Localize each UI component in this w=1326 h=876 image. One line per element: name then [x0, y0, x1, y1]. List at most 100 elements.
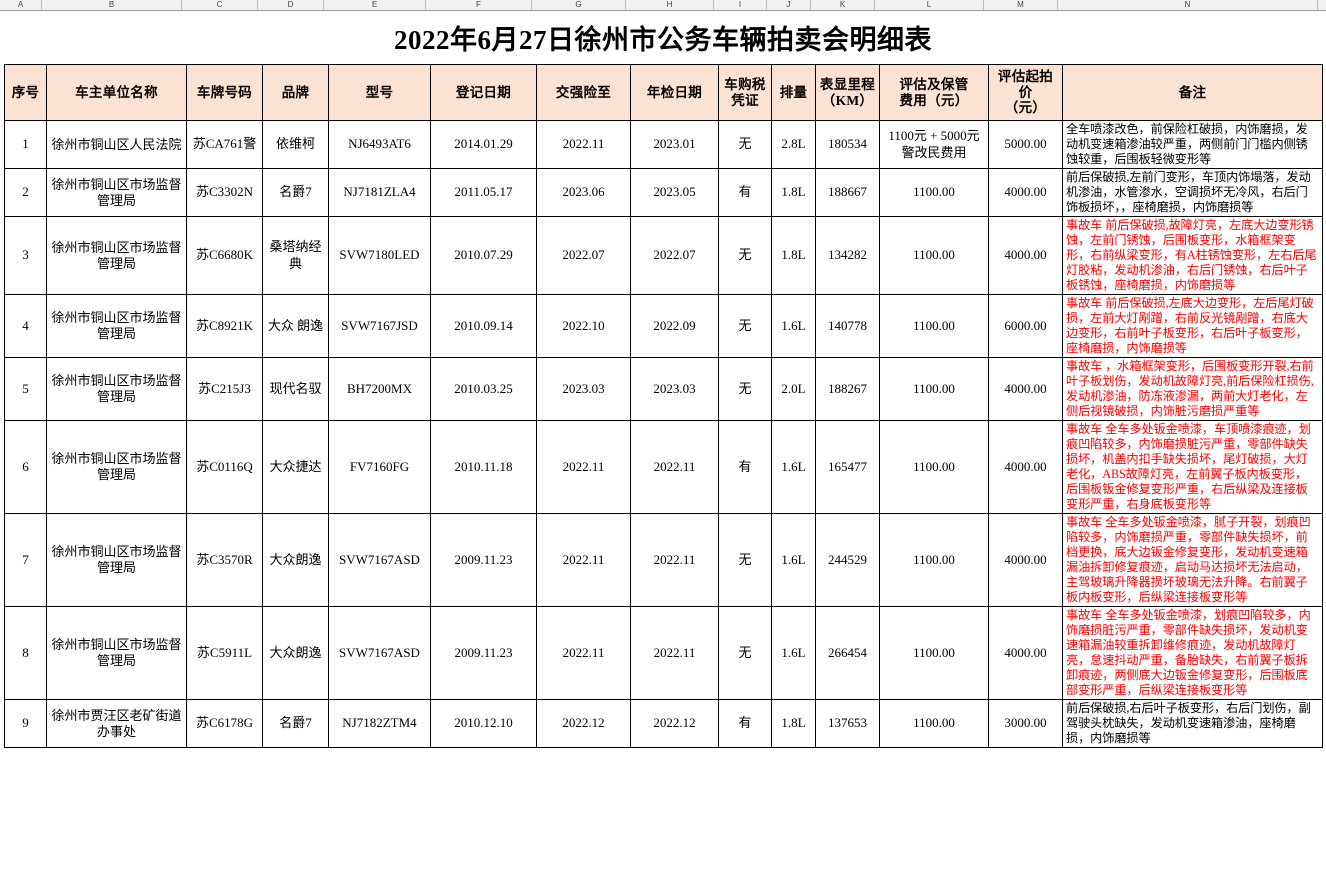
cell-brand[interactable]: 桑塔纳经典 — [262, 216, 329, 295]
cell-displacement[interactable]: 1.6L — [771, 513, 816, 607]
cell-plate[interactable]: 苏C5911L — [186, 606, 263, 700]
cell-insurance-until[interactable]: 2023.06 — [536, 168, 631, 217]
cell-tax-cert[interactable]: 有 — [718, 699, 772, 748]
column-header-j[interactable]: J — [767, 0, 811, 10]
cell-model[interactable]: SVW7167ASD — [328, 513, 431, 607]
table-row[interactable]: 4 徐州市铜山区市场监督管理局 苏C8921K 大众 朗逸 SVW7167JSD 2010… — [4, 294, 1323, 358]
cell-owner[interactable]: 徐州市铜山区人民法院 — [46, 120, 187, 169]
cell-fee[interactable]: 1100.00 — [879, 699, 989, 748]
table-row[interactable]: 5 徐州市铜山区市场监督管理局 苏C215J3 现代名驭 BH7200MX 2010.03… — [4, 357, 1323, 421]
table-row[interactable]: 7 徐州市铜山区市场监督管理局 苏C3570R 大众朗逸 SVW7167ASD 2009.… — [4, 513, 1323, 607]
cell-start-price[interactable]: 4000.00 — [988, 420, 1063, 514]
column-header-e[interactable]: E — [324, 0, 426, 10]
cell-plate[interactable]: 苏C0116Q — [186, 420, 263, 514]
cell-model[interactable]: NJ7182ZTM4 — [328, 699, 431, 748]
cell-owner[interactable]: 徐州市铜山区市场监督管理局 — [46, 420, 187, 514]
cell-tax-cert[interactable]: 无 — [718, 357, 772, 421]
cell-reg-date[interactable]: 2009.11.23 — [430, 606, 537, 700]
cell-reg-date[interactable]: 2009.11.23 — [430, 513, 537, 607]
cell-displacement[interactable]: 2.0L — [771, 357, 816, 421]
cell-remark[interactable]: 事故车 全车多处钣金喷漆，车顶喷漆痕迹，划痕凹陷较多，内饰磨损脏污严重，零部件缺… — [1062, 420, 1323, 514]
cell-plate[interactable]: 苏C8921K — [186, 294, 263, 358]
cell-owner[interactable]: 徐州市铜山区市场监督管理局 — [46, 168, 187, 217]
cell-start-price[interactable]: 4000.00 — [988, 606, 1063, 700]
cell-plate[interactable]: 苏C3570R — [186, 513, 263, 607]
cell-plate[interactable]: 苏CA761警 — [186, 120, 263, 169]
cell-start-price[interactable]: 4000.00 — [988, 168, 1063, 217]
column-header-l[interactable]: L — [875, 0, 984, 10]
cell-plate[interactable]: 苏C6680K — [186, 216, 263, 295]
cell-mileage[interactable]: 140778 — [815, 294, 880, 358]
cell-fee[interactable]: 1100.00 — [879, 168, 989, 217]
cell-plate[interactable]: 苏C6178G — [186, 699, 263, 748]
cell-fee[interactable]: 1100.00 — [879, 606, 989, 700]
cell-brand[interactable]: 大众朗逸 — [262, 513, 329, 607]
cell-reg-date[interactable]: 2010.09.14 — [430, 294, 537, 358]
cell-brand[interactable]: 名爵7 — [262, 699, 329, 748]
cell-reg-date[interactable]: 2011.05.17 — [430, 168, 537, 217]
cell-fee[interactable]: 1100.00 — [879, 357, 989, 421]
cell-fee[interactable]: 1100元 + 5000元警改民费用 — [879, 120, 989, 169]
cell-fee[interactable]: 1100.00 — [879, 513, 989, 607]
cell-fee[interactable]: 1100.00 — [879, 216, 989, 295]
cell-mileage[interactable]: 180534 — [815, 120, 880, 169]
cell-owner[interactable]: 徐州市铜山区市场监督管理局 — [46, 294, 187, 358]
cell-brand[interactable]: 大众 朗逸 — [262, 294, 329, 358]
cell-tax-cert[interactable]: 无 — [718, 216, 772, 295]
cell-remark[interactable]: 事故车 ，水箱框架变形，后围板变形开裂,右前叶子板划伤，发动机故障灯亮,前后保险… — [1062, 357, 1323, 421]
table-row[interactable]: 6 徐州市铜山区市场监督管理局 苏C0116Q 大众捷达 FV7160FG 2010.11… — [4, 420, 1323, 514]
cell-inspection-date[interactable]: 2023.05 — [630, 168, 719, 217]
cell-displacement[interactable]: 1.6L — [771, 606, 816, 700]
cell-displacement[interactable]: 1.8L — [771, 216, 816, 295]
column-header-c[interactable]: C — [182, 0, 258, 10]
cell-fee[interactable]: 1100.00 — [879, 294, 989, 358]
cell-owner[interactable]: 徐州市铜山区市场监督管理局 — [46, 357, 187, 421]
cell-remark[interactable]: 事故车 前后保破损,故障灯亮，左底大边变形锈蚀，左前门锈蚀，后围板变形，水箱框架… — [1062, 216, 1323, 295]
cell-brand[interactable]: 大众捷达 — [262, 420, 329, 514]
column-header-d[interactable]: D — [258, 0, 324, 10]
cell-displacement[interactable]: 1.8L — [771, 699, 816, 748]
cell-reg-date[interactable]: 2010.07.29 — [430, 216, 537, 295]
cell-inspection-date[interactable]: 2023.01 — [630, 120, 719, 169]
cell-model[interactable]: NJ6493AT6 — [328, 120, 431, 169]
table-row[interactable]: 9 徐州市贾汪区老矿街道办事处 苏C6178G 名爵7 NJ7182ZTM4 2010.1… — [4, 699, 1323, 748]
cell-insurance-until[interactable]: 2023.03 — [536, 357, 631, 421]
cell-insurance-until[interactable]: 2022.10 — [536, 294, 631, 358]
cell-insurance-until[interactable]: 2022.11 — [536, 513, 631, 607]
column-header-k[interactable]: K — [811, 0, 875, 10]
cell-fee[interactable]: 1100.00 — [879, 420, 989, 514]
cell-owner[interactable]: 徐州市铜山区市场监督管理局 — [46, 513, 187, 607]
column-header-i[interactable]: I — [714, 0, 767, 10]
cell-start-price[interactable]: 4000.00 — [988, 513, 1063, 607]
table-row[interactable]: 8 徐州市铜山区市场监督管理局 苏C5911L 大众朗逸 SVW7167ASD 2009.… — [4, 606, 1323, 700]
cell-insurance-until[interactable]: 2022.07 — [536, 216, 631, 295]
cell-tax-cert[interactable]: 无 — [718, 120, 772, 169]
cell-displacement[interactable]: 2.8L — [771, 120, 816, 169]
cell-remark[interactable]: 全车喷漆改色，前保险杠破损，内饰磨损，发动机变速箱渗油较严重，两侧前门门槛内侧锈… — [1062, 120, 1323, 169]
cell-mileage[interactable]: 188667 — [815, 168, 880, 217]
cell-seq[interactable]: 7 — [4, 513, 47, 607]
cell-model[interactable]: SVW7180LED — [328, 216, 431, 295]
cell-seq[interactable]: 2 — [4, 168, 47, 217]
cell-model[interactable]: SVW7167ASD — [328, 606, 431, 700]
cell-start-price[interactable]: 3000.00 — [988, 699, 1063, 748]
column-header-m[interactable]: M — [984, 0, 1058, 10]
cell-owner[interactable]: 徐州市铜山区市场监督管理局 — [46, 606, 187, 700]
cell-tax-cert[interactable]: 有 — [718, 168, 772, 217]
cell-tax-cert[interactable]: 无 — [718, 606, 772, 700]
cell-model[interactable]: SVW7167JSD — [328, 294, 431, 358]
cell-displacement[interactable]: 1.6L — [771, 420, 816, 514]
cell-insurance-until[interactable]: 2022.11 — [536, 120, 631, 169]
cell-reg-date[interactable]: 2010.03.25 — [430, 357, 537, 421]
cell-remark[interactable]: 事故车 全车多处钣金喷漆，划痕凹陷较多，内饰磨损脏污严重，零部件缺失损坏，发动机… — [1062, 606, 1323, 700]
cell-plate[interactable]: 苏C215J3 — [186, 357, 263, 421]
cell-remark[interactable]: 事故车 前后保破损,左底大边变形，左后尾灯破损，左前大灯剐蹭，右前反光镜剐蹭，右… — [1062, 294, 1323, 358]
cell-model[interactable]: FV7160FG — [328, 420, 431, 514]
cell-remark[interactable]: 前后保破损,右后叶子板变形，右后门划伤，副驾驶头枕缺失，发动机变速箱渗油，座椅磨… — [1062, 699, 1323, 748]
cell-mileage[interactable]: 244529 — [815, 513, 880, 607]
cell-insurance-until[interactable]: 2022.11 — [536, 420, 631, 514]
cell-start-price[interactable]: 4000.00 — [988, 216, 1063, 295]
cell-brand[interactable]: 大众朗逸 — [262, 606, 329, 700]
cell-displacement[interactable]: 1.8L — [771, 168, 816, 217]
